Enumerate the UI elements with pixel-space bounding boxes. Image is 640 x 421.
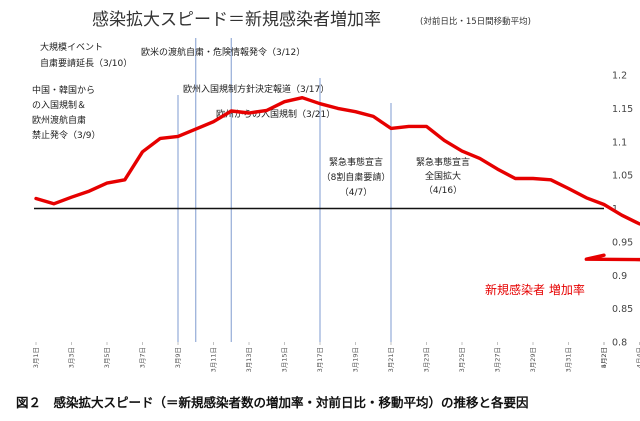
- event-label-line: 緊急事態宣言: [416, 156, 470, 168]
- x-tick-label: 3月19日: [352, 347, 360, 372]
- event-label-line: 大規模イベント: [40, 41, 103, 53]
- x-tick-label: 5月2日: [600, 347, 608, 368]
- y-tick-label: 0.9: [612, 271, 627, 282]
- event-label-line: 欧米の渡航自粛・危険情報発令（3/12）: [141, 46, 305, 58]
- x-axis: 3月1日 3月3日 3月5日 3月7日 3月9日 3月11日 3月13日 3月15日 3月17日…: [32, 342, 640, 372]
- x-tick-label: 3月11日: [210, 347, 218, 372]
- y-tick-label: 1.15: [612, 104, 633, 115]
- event-label-line: 禁止発令（3/9）: [32, 129, 101, 141]
- event-label-line: 緊急事態宣言: [329, 156, 383, 168]
- event-label-line: 自粛要請延長（3/10）: [40, 57, 132, 69]
- x-tick-label: 3月3日: [68, 347, 76, 368]
- event-label: 欧米の渡航自粛・危険情報発令（3/12）: [141, 46, 305, 58]
- event-label-line: 欧州入国規制方針決定報道（3/17）: [183, 83, 329, 95]
- y-tick-label: 0.95: [612, 237, 633, 248]
- figure-caption: 図２ 感染拡大スピード（＝新規感染者数の増加率・対前日比・移動平均）の推移と各要…: [16, 395, 529, 410]
- x-tick-label: 3月1日: [32, 347, 40, 368]
- event-label-line: 欧州渡航自粛: [32, 114, 86, 126]
- chart-title: 感染拡大スピード＝新規感染者増加率: [92, 10, 381, 30]
- x-tick-label: 4月4日: [636, 347, 640, 368]
- y-tick-label: 1.1: [612, 137, 627, 148]
- y-tick-label: 0.85: [612, 304, 633, 315]
- event-label: 緊急事態宣言 （8割自粛要請） （4/7）: [322, 156, 391, 198]
- x-tick-label: 3月29日: [529, 347, 537, 372]
- event-label-line: （8割自粛要請）: [322, 171, 391, 183]
- event-label-line: の入国規制＆: [32, 99, 86, 111]
- y-tick-label: 1.05: [612, 171, 633, 182]
- event-label: 欧州入国規制方針決定報道（3/17）: [183, 83, 329, 95]
- chart-subtitle: (対前日比・15日間移動平均): [420, 16, 531, 27]
- x-tick-label: 3月7日: [139, 347, 147, 368]
- series-line: [34, 96, 640, 262]
- x-tick-label: 3月5日: [103, 347, 111, 368]
- event-markers: 中国・韓国からの入国規制＆ 欧州渡航自粛禁止発令（3/9） 大規模イベント自粛要請延…: [32, 38, 470, 342]
- x-tick-label: 3月31日: [565, 347, 573, 372]
- event-label-line: 全国拡大: [425, 170, 461, 182]
- x-tick-label: 3月25日: [458, 347, 466, 372]
- x-tick-label: 3月15日: [281, 347, 289, 372]
- x-tick-label: 3月17日: [316, 347, 324, 372]
- x-tick-label: 3月21日: [387, 347, 395, 372]
- y-tick-label: 0.8: [612, 338, 627, 349]
- event-label: 中国・韓国からの入国規制＆ 欧州渡航自粛禁止発令（3/9）: [32, 84, 101, 141]
- event-label-line: 中国・韓国から: [32, 84, 95, 96]
- x-tick-label: 3月23日: [423, 347, 431, 372]
- x-tick-label: 4月2日: [600, 347, 608, 368]
- y-tick-label: 1.2: [612, 71, 627, 82]
- series-label: 新規感染者 増加率: [485, 282, 585, 297]
- event-label: 緊急事態宣言全国拡大 （4/16）: [416, 156, 470, 196]
- x-tick-label: 3月13日: [245, 347, 253, 372]
- event-label: 大規模イベント自粛要請延長（3/10）: [40, 41, 132, 69]
- x-tick-label: 3月27日: [494, 347, 502, 372]
- event-label-line: （4/16）: [424, 185, 462, 196]
- x-tick-label: 3月9日: [174, 347, 182, 368]
- event-label-line: （4/7）: [340, 187, 373, 198]
